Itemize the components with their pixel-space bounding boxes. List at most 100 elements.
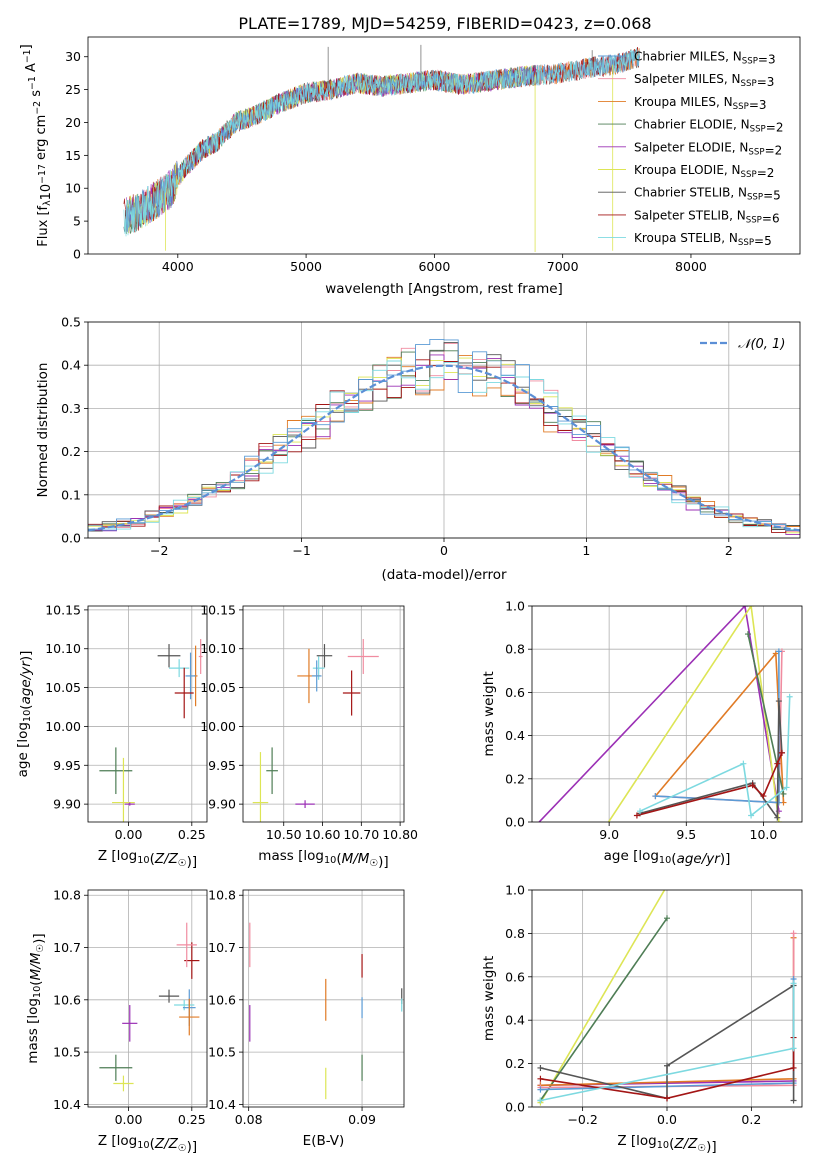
legend-label: Chabrier ELODIE, NSSP=2 [634, 118, 783, 135]
label-part: ☉ [178, 1143, 187, 1154]
label-part: 10 [657, 1140, 669, 1151]
x-tick-label: 10.50 [266, 827, 302, 842]
series-marker [790, 1064, 797, 1071]
series-marker [749, 782, 756, 789]
y-tick-label: 30 [65, 49, 81, 64]
label-part: )] [378, 854, 389, 870]
label-part: erg cm [34, 115, 49, 164]
errorbar-kroupa-elodie [252, 752, 269, 822]
legend-label: 𝒩(0, 1) [738, 337, 785, 352]
label-part: M/M [342, 851, 370, 867]
label-part: 10 [324, 855, 336, 866]
plot-area [123, 44, 640, 253]
x-tick-label: 4000 [162, 259, 194, 274]
plot-area [537, 883, 797, 1106]
normal-curve [88, 364, 800, 532]
spectrum-panel: 4000 5000 6000 7000 8000 0 5 10 15 20 25 30 [65, 36, 801, 274]
series-line [639, 700, 783, 821]
errorbar-salpeter-elodie [124, 802, 135, 806]
label-part: SSP [741, 170, 757, 180]
legend-label: Salpeter MILES, NSSP=3 [634, 72, 774, 89]
x-tick-label: 0.08 [235, 1112, 263, 1127]
y-tick-label: 10.15 [45, 602, 81, 617]
weight-line-kroupa-elodie [607, 606, 782, 822]
series-marker [664, 883, 670, 889]
x-tick-label: 0 [440, 543, 448, 558]
series-marker [772, 650, 779, 657]
legend-label: Salpeter STELIB, NSSP=6 [634, 208, 780, 225]
x-tick-label: 10.80 [382, 827, 418, 842]
plot-area [526, 606, 793, 836]
y-tick-label: 10.6 [53, 992, 81, 1007]
label-part: age [log [604, 848, 659, 864]
y-tick-label: 0.6 [505, 685, 525, 700]
series-line [655, 651, 783, 804]
label-part: =5 [754, 234, 772, 248]
y-tick-label: 1.0 [505, 883, 525, 898]
y-tick-label: 0.2 [505, 1056, 525, 1071]
errorbar-chabrier-elodie [266, 747, 278, 795]
weight-line-chabrier-elodie [537, 915, 670, 1104]
y-axis-label: mass weight [481, 671, 497, 756]
errorbar-kroupa-elodie [113, 1075, 134, 1092]
label-part: 10 [32, 986, 43, 998]
legend-label: Kroupa MILES, NSSP=3 [634, 95, 767, 112]
series-marker [780, 790, 787, 797]
label-part: SSP [741, 79, 757, 89]
y-tick-label: 9.95 [208, 758, 236, 773]
series-line [639, 696, 791, 817]
axes-frame [87, 889, 208, 1108]
label-part: =2 [765, 143, 783, 157]
spectrum-line-kroupa-miles [126, 48, 640, 233]
weight-vs-Z-panel: −0.2 0.0 0.2 0.0 0.2 0.4 0.6 0.8 1.0 [505, 883, 803, 1127]
label-part: SSP [750, 125, 766, 135]
series-marker [790, 980, 797, 987]
series-marker [637, 808, 643, 815]
label-part: ( [669, 1136, 674, 1152]
errorbar-chabrier-stelib [158, 989, 180, 1003]
label-part: Z/Z [154, 851, 179, 867]
label-part: Z [log [98, 1133, 137, 1149]
y-tick-label: 0.3 [61, 401, 81, 416]
x-tick-label: 10.60 [305, 827, 341, 842]
series-line [539, 917, 668, 1101]
label-part: mass [log [258, 848, 324, 864]
series-marker [748, 606, 755, 609]
errorbar-salpeter-stelib [342, 670, 361, 716]
label-part: ☉ [35, 944, 46, 953]
label-part: ( [150, 851, 155, 867]
label-part: Z/Z [154, 1136, 179, 1152]
label-part: )] [720, 851, 731, 867]
x-tick-label: 2 [725, 543, 733, 558]
label-part: ☉ [369, 858, 378, 869]
label-part: s [29, 90, 44, 101]
series-marker [778, 749, 785, 756]
y-tick-label: 10.6 [208, 992, 236, 1007]
y-tick-label: 10.4 [208, 1097, 236, 1112]
axes-frame [87, 605, 208, 823]
label-part: 10 [137, 1140, 149, 1151]
errorbar-salpeter-stelib [174, 667, 194, 719]
legend-label: Chabrier STELIB, NSSP=5 [634, 186, 781, 203]
mass-vs-EBV-panel: 0.08 0.09 10.4 10.5 10.6 10.7 10.8 [208, 888, 405, 1127]
y-tick-label: 10.00 [45, 719, 81, 734]
axes-frame [531, 605, 803, 823]
histogram-chabrier-miles [88, 338, 800, 531]
x-axis-label: wavelength [Angstrom, rest frame] [325, 281, 563, 297]
label-part: Z/Z [673, 1136, 698, 1152]
errorbar-salpeter-miles [198, 639, 203, 674]
label-part: )] [187, 854, 198, 870]
y-axis-label: mass [log10(M/M☉)] [25, 933, 47, 1063]
x-tick-label: 0.09 [348, 1112, 376, 1127]
label-part: −17 [37, 164, 48, 184]
label-part: Chabrier STELIB, N [634, 186, 747, 200]
series-marker [760, 793, 767, 800]
label-part: age/yr [18, 660, 34, 705]
spectrum-line-kroupa-stelib [123, 48, 640, 237]
series-marker [664, 1062, 670, 1069]
y-tick-label: 10 [65, 181, 81, 196]
label-part: =6 [762, 211, 780, 225]
y-tick-label: 10.7 [208, 940, 236, 955]
histogram-kroupa-stelib [88, 360, 800, 531]
series-marker [526, 830, 532, 836]
